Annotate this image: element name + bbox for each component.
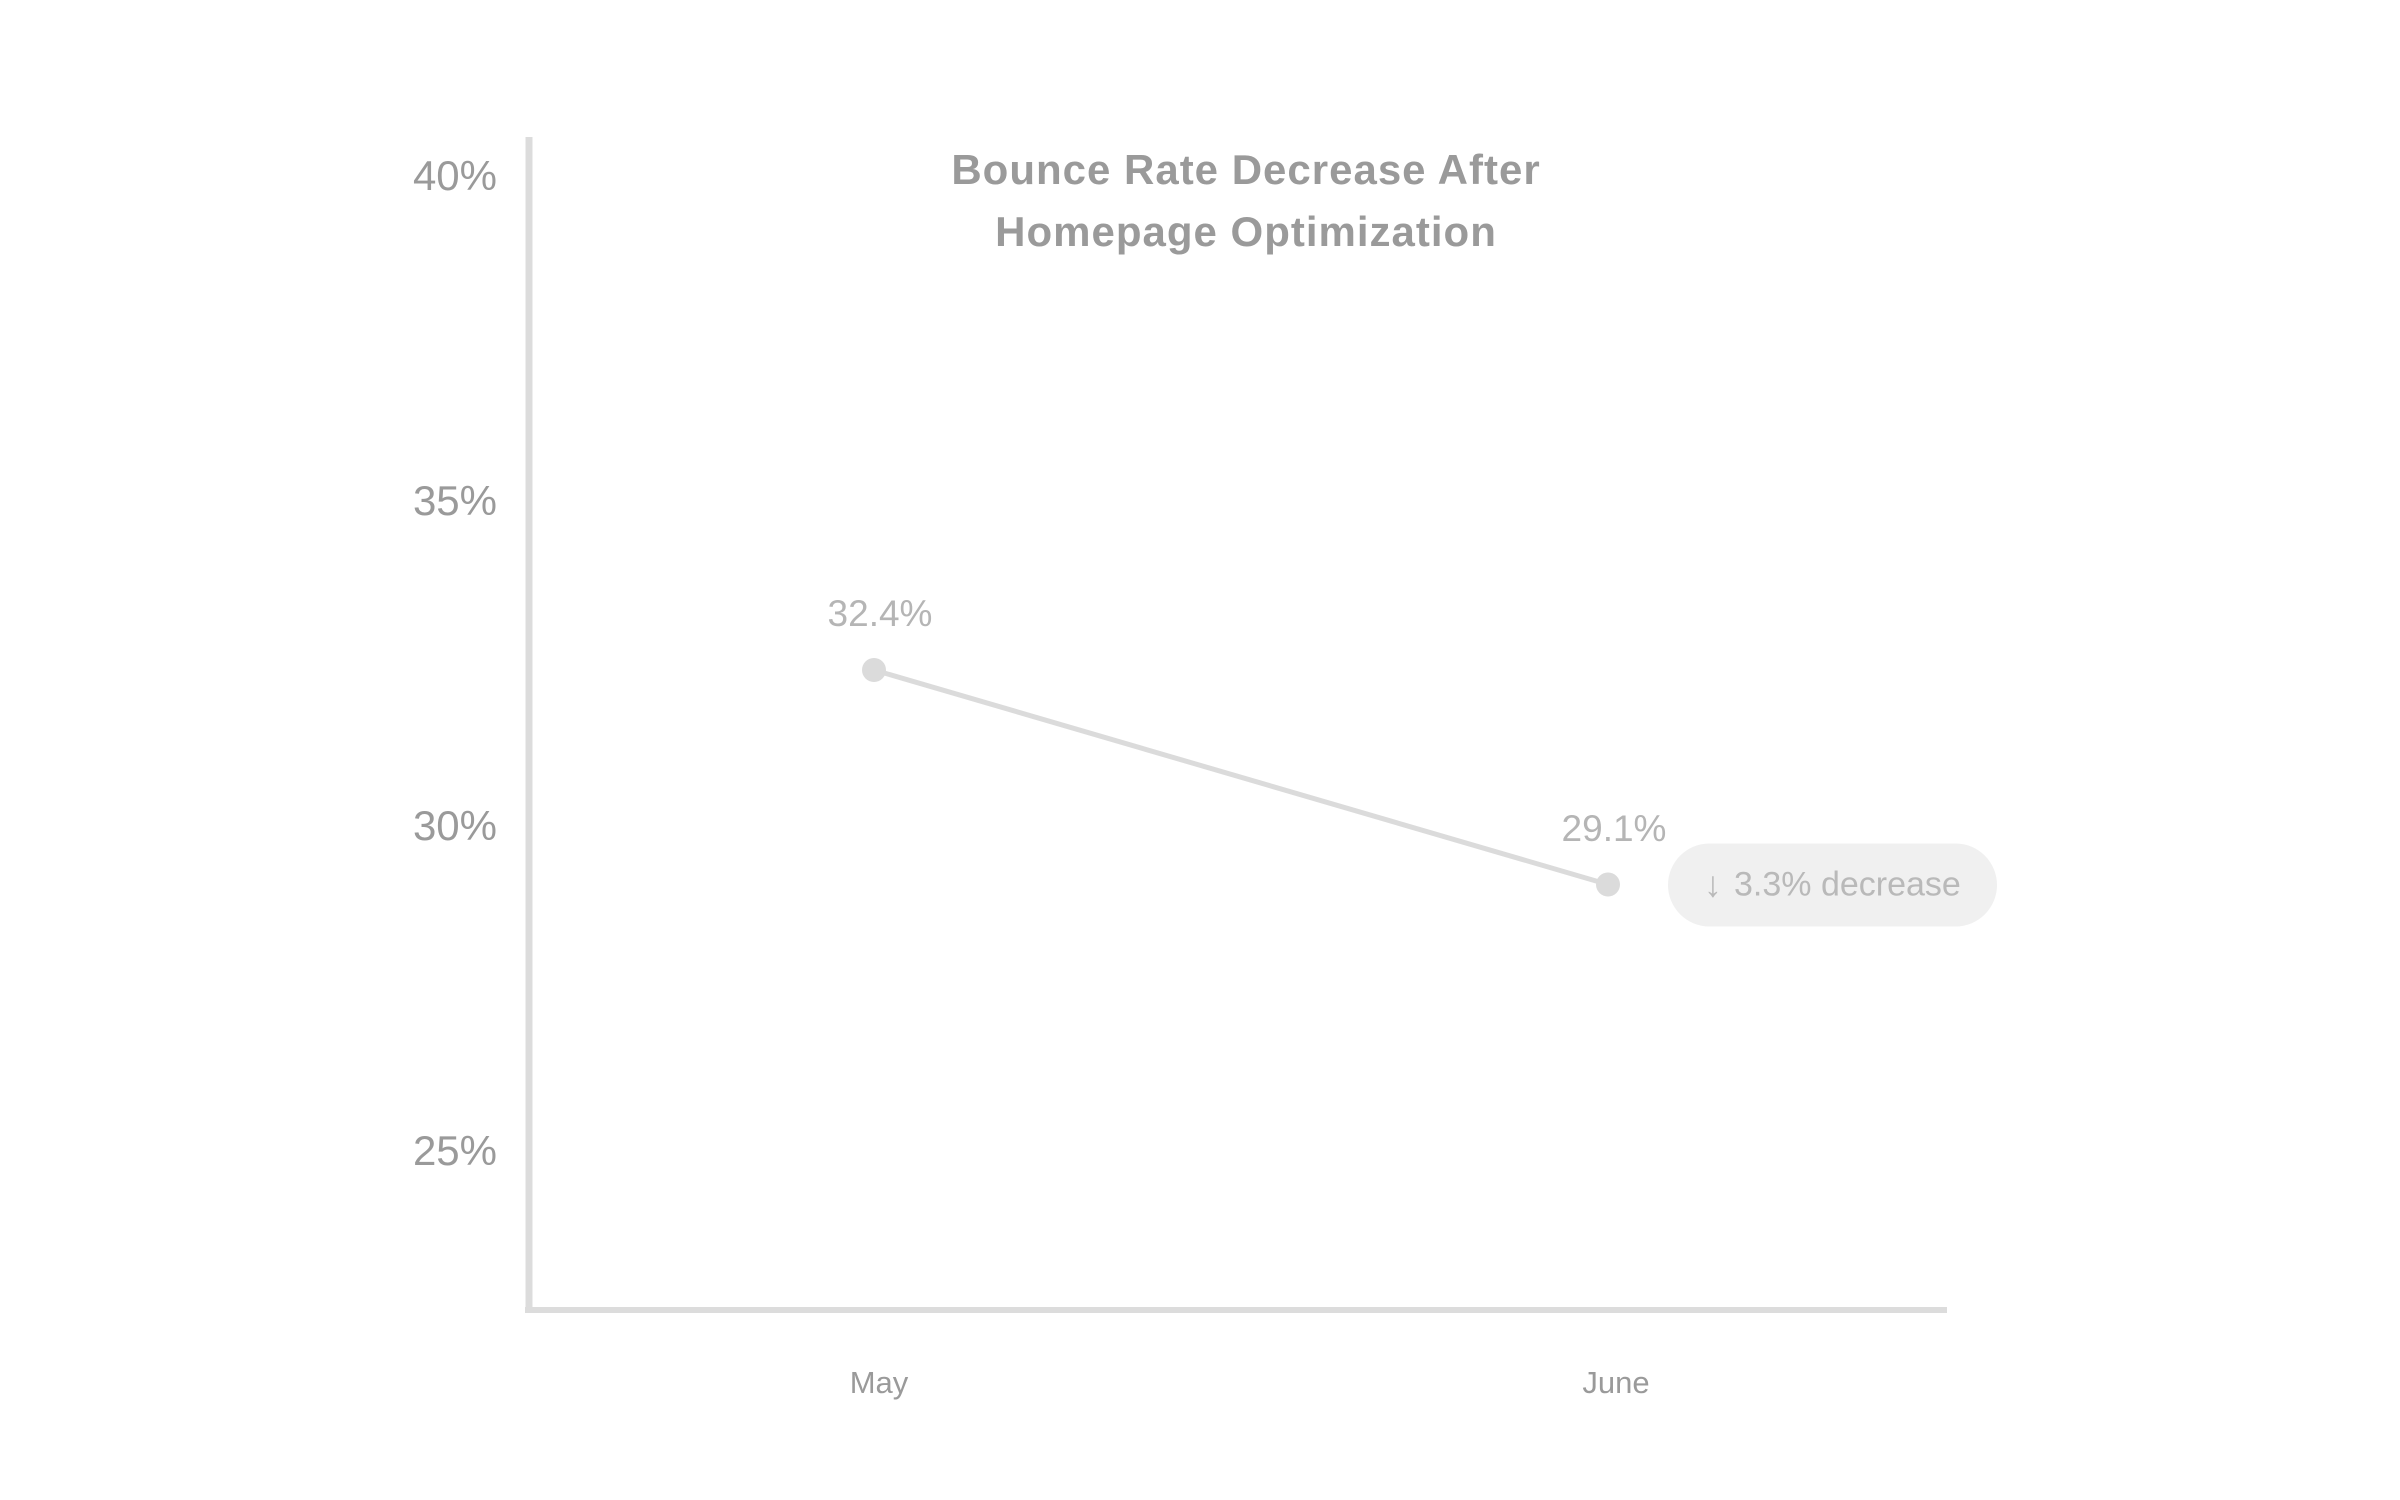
y-tick-label: 25%: [412, 1127, 497, 1174]
data-point: [1596, 872, 1620, 897]
data-point: [862, 658, 886, 682]
chart-title-line2: Homepage Optimization: [995, 208, 1497, 255]
y-tick-label: 30%: [412, 802, 497, 849]
chart-title-line1: Bounce Rate Decrease After: [951, 146, 1541, 193]
data-points: [862, 658, 1620, 897]
down-arrow-icon: ↓: [1704, 863, 1722, 905]
point-label: 29.1%: [1561, 807, 1667, 849]
decrease-badge-label: 3.3% decrease: [1734, 865, 1961, 903]
decrease-badge: ↓ 3.3% decrease: [1668, 843, 1997, 926]
point-label: 32.4%: [827, 593, 933, 634]
y-tick-label: 35%: [412, 477, 497, 524]
x-tick-label: June: [1582, 1365, 1650, 1400]
x-tick-label: May: [849, 1365, 909, 1400]
chart-title: Bounce Rate Decrease After Homepage Opti…: [951, 139, 1540, 263]
y-tick-label: 40%: [412, 152, 497, 199]
trend-line: [873, 667, 1609, 887]
